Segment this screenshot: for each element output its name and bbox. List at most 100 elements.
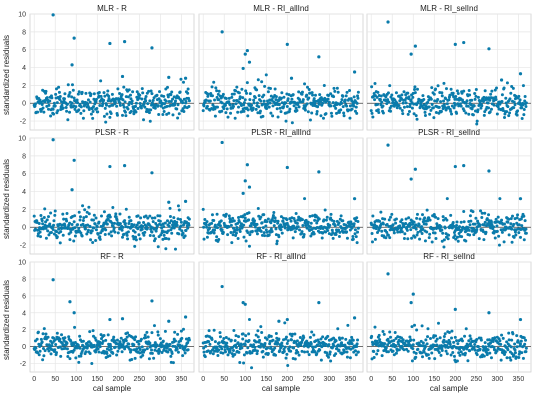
data-point [326, 97, 330, 101]
panel: PLSR - RI_selInd [366, 128, 532, 255]
data-point [426, 353, 430, 357]
data-point [121, 103, 125, 107]
data-point [134, 101, 138, 105]
data-point [151, 98, 155, 102]
data-point [394, 217, 398, 221]
data-point [342, 350, 346, 354]
data-point [41, 346, 45, 350]
outlier-point [108, 317, 112, 322]
data-point [371, 115, 375, 119]
data-point [421, 94, 425, 98]
data-point [168, 215, 172, 219]
data-point [295, 221, 299, 225]
data-point [171, 361, 175, 365]
data-point [310, 111, 314, 115]
data-point [355, 241, 359, 245]
y-tick-label: 10 [18, 12, 26, 19]
outlier-point [277, 319, 281, 323]
data-point [521, 84, 525, 88]
data-point [350, 342, 354, 346]
outlier-point [409, 301, 413, 305]
data-point [158, 337, 162, 341]
data-point [485, 353, 489, 357]
data-point [436, 321, 440, 325]
data-point [338, 337, 342, 341]
data-point [255, 349, 259, 353]
data-point [142, 118, 146, 122]
data-point [383, 217, 387, 221]
x-tick-label: 50 [220, 376, 228, 383]
data-point [518, 98, 522, 102]
data-point [513, 103, 517, 107]
data-point [208, 99, 212, 103]
data-point [259, 99, 263, 103]
data-point [319, 358, 323, 362]
data-point [134, 235, 138, 239]
data-point [412, 220, 416, 224]
data-point [113, 230, 117, 234]
data-point [164, 247, 168, 251]
data-point [507, 233, 511, 237]
data-point [265, 230, 269, 234]
data-point [225, 341, 229, 345]
data-point [292, 216, 296, 220]
data-point [451, 91, 455, 95]
data-point [205, 235, 209, 239]
data-point [500, 93, 504, 97]
data-point [74, 356, 78, 360]
data-point [253, 345, 257, 349]
data-point [381, 111, 385, 115]
data-point [302, 233, 306, 237]
data-point [432, 116, 436, 120]
data-point [375, 352, 379, 356]
data-point [81, 222, 85, 226]
data-point [523, 219, 527, 223]
data-point [103, 94, 107, 98]
data-point [91, 105, 95, 109]
data-point [355, 342, 359, 346]
data-point [319, 114, 323, 118]
data-point [132, 223, 136, 227]
data-point [133, 230, 137, 234]
data-point [175, 107, 179, 111]
data-point [157, 351, 161, 355]
data-point [280, 231, 284, 235]
data-point [91, 109, 95, 113]
outlier-point [453, 307, 457, 311]
data-point [54, 351, 58, 355]
data-point [40, 340, 44, 344]
data-point [162, 225, 166, 229]
data-point [341, 94, 345, 98]
data-point [377, 110, 381, 114]
data-point [411, 347, 415, 351]
data-point [452, 340, 456, 344]
data-point [267, 105, 271, 109]
data-point [85, 232, 89, 236]
data-point [246, 114, 250, 118]
data-point [312, 232, 316, 236]
data-point [187, 217, 191, 221]
data-point [510, 240, 514, 244]
data-point [44, 89, 48, 93]
data-point [293, 230, 297, 234]
data-point [98, 237, 102, 241]
data-point [184, 228, 188, 232]
data-point [114, 97, 118, 101]
data-point [464, 101, 468, 105]
data-point [218, 224, 222, 228]
data-point [468, 334, 472, 338]
outlier-point [352, 70, 357, 74]
data-point [380, 354, 384, 358]
data-point [163, 329, 167, 333]
data-point [517, 231, 521, 235]
data-point [455, 359, 459, 363]
data-point [147, 111, 151, 115]
data-point [97, 90, 101, 94]
data-point [453, 229, 457, 233]
data-point [406, 112, 410, 116]
data-point [329, 359, 333, 363]
data-point [300, 90, 304, 94]
data-point [313, 93, 317, 97]
data-point [78, 346, 82, 350]
